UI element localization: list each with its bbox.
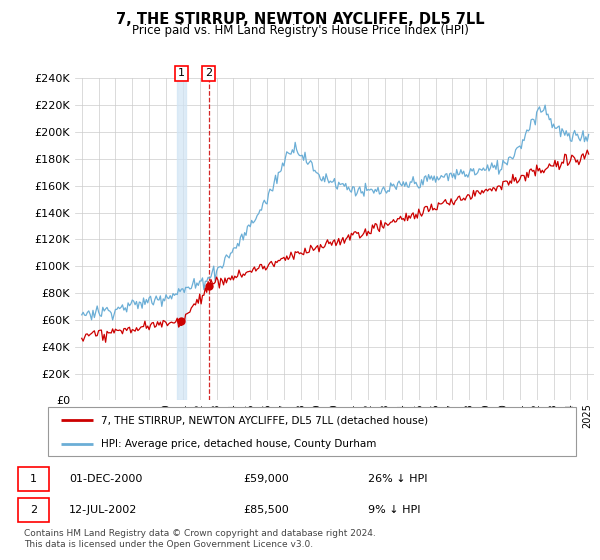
Text: 01-DEC-2000: 01-DEC-2000 [69, 474, 142, 484]
Text: 2: 2 [205, 68, 212, 78]
Text: 7, THE STIRRUP, NEWTON AYCLIFFE, DL5 7LL (detached house): 7, THE STIRRUP, NEWTON AYCLIFFE, DL5 7LL… [101, 416, 428, 426]
Text: 26% ↓ HPI: 26% ↓ HPI [368, 474, 427, 484]
Text: Contains HM Land Registry data © Crown copyright and database right 2024.
This d: Contains HM Land Registry data © Crown c… [24, 529, 376, 549]
Text: £59,000: £59,000 [244, 474, 289, 484]
Text: 7, THE STIRRUP, NEWTON AYCLIFFE, DL5 7LL: 7, THE STIRRUP, NEWTON AYCLIFFE, DL5 7LL [116, 12, 484, 27]
Text: Price paid vs. HM Land Registry's House Price Index (HPI): Price paid vs. HM Land Registry's House … [131, 24, 469, 37]
Text: 1: 1 [30, 474, 37, 484]
Bar [18, 498, 49, 522]
Text: 9% ↓ HPI: 9% ↓ HPI [368, 505, 420, 515]
Bar [18, 467, 49, 492]
Text: HPI: Average price, detached house, County Durham: HPI: Average price, detached house, Coun… [101, 439, 376, 449]
Text: 12-JUL-2002: 12-JUL-2002 [69, 505, 137, 515]
Text: 1: 1 [178, 68, 185, 78]
Bar [177, 78, 185, 400]
Text: 2: 2 [30, 505, 37, 515]
Text: £85,500: £85,500 [244, 505, 289, 515]
